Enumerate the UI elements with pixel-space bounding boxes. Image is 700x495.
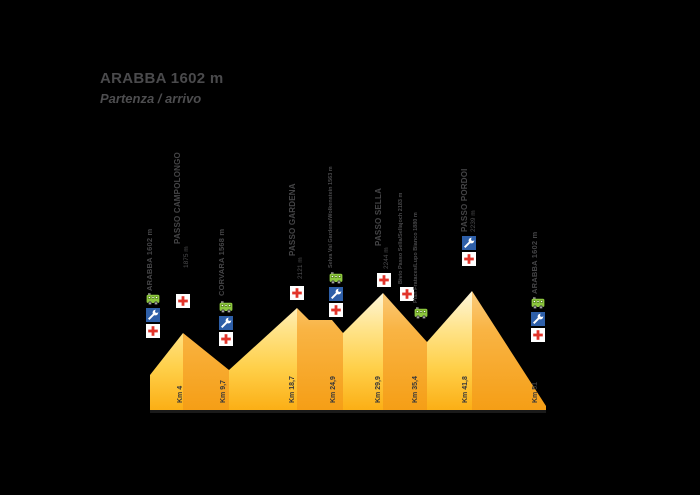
mechanic-assistance-icon xyxy=(462,236,476,250)
location-name: PASSO GARDENA xyxy=(288,183,297,256)
location-name: ARABBA 1602 m xyxy=(530,231,539,294)
location-name: PASSO PORDOI xyxy=(460,168,469,232)
profile-slice xyxy=(427,291,472,410)
title-block: ARABBA 1602 m Partenza / arrivo xyxy=(100,70,223,106)
profile-area xyxy=(150,291,546,413)
mechanic-assistance-icon xyxy=(329,287,343,301)
profile-slice xyxy=(383,293,427,410)
profile-slice xyxy=(150,333,183,410)
first-aid-icon xyxy=(219,332,233,346)
location-altitude: 2244 m xyxy=(383,247,390,269)
first-aid-icon xyxy=(462,252,476,266)
shuttle-bus-icon xyxy=(219,300,233,314)
location-altitude: 2121 m xyxy=(297,257,304,279)
page-title: ARABBA 1602 m xyxy=(100,70,223,87)
first-aid-icon xyxy=(531,328,545,342)
location-name: Plan Frataces/Lupo Bianco 1880 m xyxy=(413,212,419,303)
first-aid-icon xyxy=(146,324,160,338)
profile-slice xyxy=(229,308,297,410)
profile-slice xyxy=(297,308,343,410)
first-aid-icon xyxy=(377,273,391,287)
start-finish-subtitle: Partenza / arrivo xyxy=(100,91,202,106)
shuttle-bus-icon xyxy=(414,306,428,320)
km-marker: Km 35,4 xyxy=(412,376,419,403)
first-aid-icon xyxy=(176,294,190,308)
profile-slice xyxy=(183,333,229,410)
location-altitude: 2239 m xyxy=(470,210,477,232)
first-aid-icon xyxy=(290,286,304,300)
mechanic-assistance-icon xyxy=(146,308,160,322)
location-name: PASSO SELLA xyxy=(374,187,383,246)
km-marker: Km 29,9 xyxy=(375,376,382,403)
mechanic-assistance-icon xyxy=(531,312,545,326)
location-name: PASSO CAMPOLONGO xyxy=(173,152,182,244)
location-name: Selva Val Gardena/Wolkenstein 1563 m xyxy=(328,166,334,268)
km-marker: Km 4 xyxy=(177,385,184,403)
km-marker: Km 18,7 xyxy=(289,376,296,403)
start-finish-name: ARABBA xyxy=(100,70,167,87)
km-marker: Km 51 xyxy=(532,381,539,403)
profile-slice xyxy=(343,293,383,410)
first-aid-icon xyxy=(400,287,414,301)
location-name: CORVARA 1568 m xyxy=(217,228,226,296)
km-marker: Km 9,7 xyxy=(220,380,227,403)
mechanic-assistance-icon xyxy=(219,316,233,330)
shuttle-bus-icon xyxy=(329,271,343,285)
first-aid-icon xyxy=(329,303,343,317)
km-marker: Km 41,8 xyxy=(462,376,469,403)
shuttle-bus-icon xyxy=(531,296,545,310)
location-name: Bivio Passo Sella/Sellajoch 2183 m xyxy=(398,192,404,284)
km-marker: Km 24,9 xyxy=(330,376,337,403)
location-name: ARABBA 1602 m xyxy=(145,228,154,291)
baseline-strip xyxy=(150,410,546,413)
location-altitude: 1875 m xyxy=(183,246,190,268)
shuttle-bus-icon xyxy=(146,292,160,306)
profile-slice xyxy=(472,291,546,410)
start-finish-altitude: 1602 m xyxy=(170,70,224,87)
